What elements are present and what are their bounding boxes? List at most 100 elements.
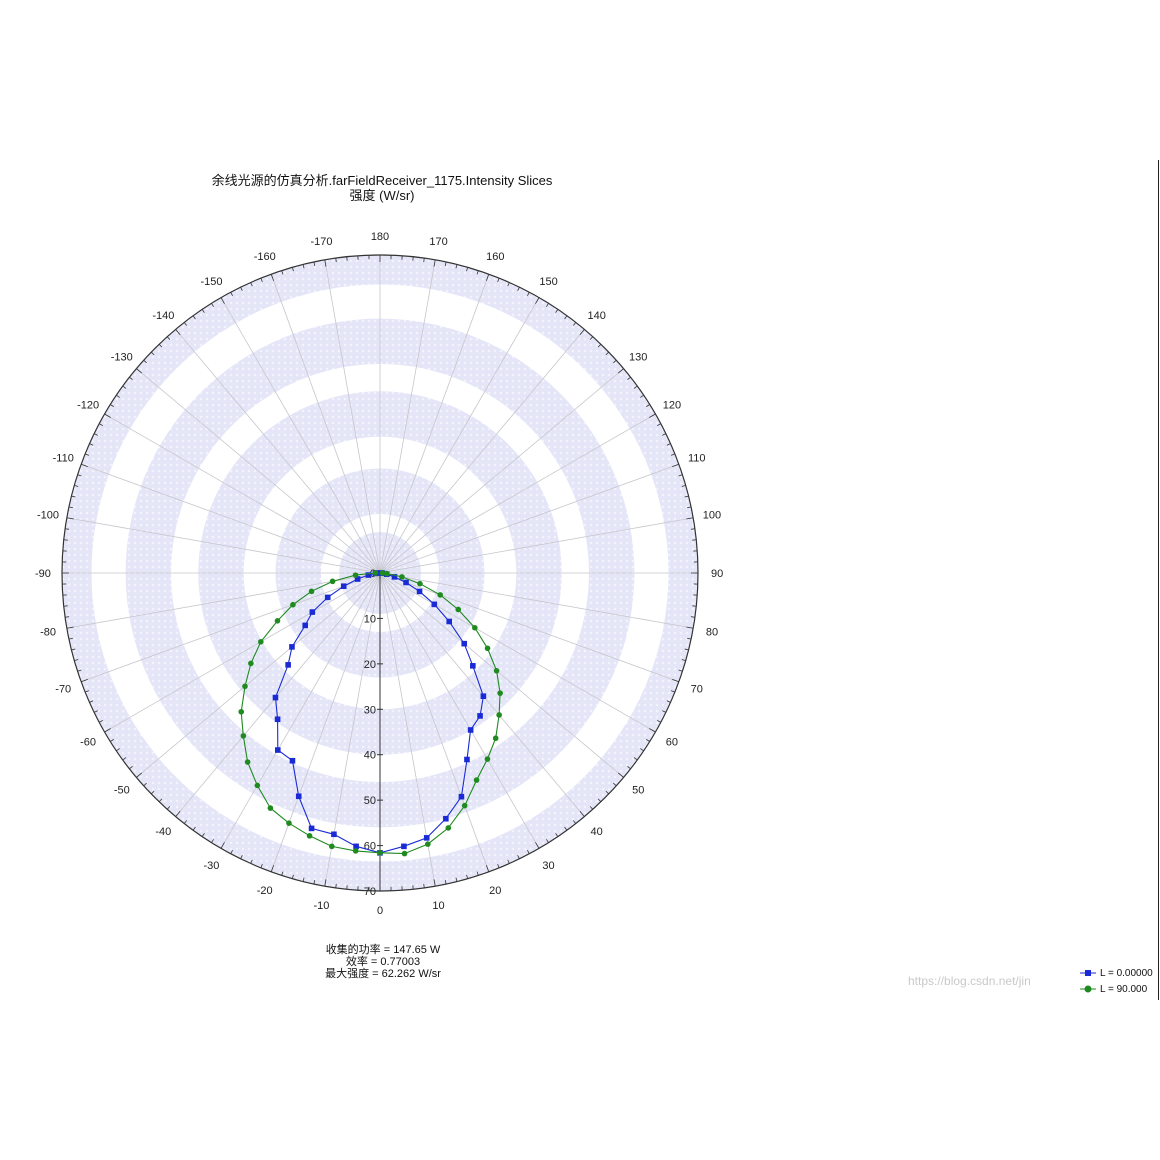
chart-subtitle: 强度 (W/sr): [349, 188, 415, 203]
angle-tick-label: 150: [539, 276, 557, 288]
rim-tick: [546, 303, 549, 307]
rim-tick: [260, 278, 263, 283]
data-point-circle: [244, 759, 251, 765]
rim-tick: [220, 842, 225, 849]
angle-tick-label: -110: [53, 453, 74, 465]
rim-tick: [77, 669, 82, 672]
stat-collected-power: 收集的功率 = 147.65 W: [325, 944, 441, 956]
data-point-square: [401, 843, 407, 850]
angle-tick-label: -100: [37, 509, 59, 521]
rim-tick: [633, 757, 638, 761]
data-point-square: [354, 576, 361, 582]
data-point-circle: [445, 825, 452, 831]
angle-gridline: [66, 517, 381, 574]
angle-gridline: [379, 463, 679, 574]
angle-gridline: [136, 368, 381, 574]
rim-tick: [690, 528, 695, 530]
rim-tick: [433, 879, 436, 887]
rim-tick: [250, 859, 253, 864]
rim-tick: [211, 303, 214, 307]
rim-tick: [662, 433, 666, 436]
rim-tick: [68, 506, 73, 509]
data-point-square: [403, 579, 409, 586]
rim-tick: [681, 659, 686, 662]
rim-tick: [485, 865, 490, 872]
data-point-circle: [492, 735, 499, 742]
rim-tick: [564, 315, 568, 320]
data-point-square: [324, 594, 331, 601]
rim-tick: [555, 309, 559, 313]
rim-tick: [466, 267, 469, 272]
data-point-circle: [461, 802, 468, 809]
rim-tick: [240, 287, 243, 291]
data-point-circle: [437, 592, 443, 598]
rim-tick: [579, 810, 585, 817]
data-point-circle: [401, 850, 408, 857]
angle-tick-label: 20: [489, 885, 501, 897]
angle-tick-label: 140: [587, 310, 605, 322]
rim-tick: [640, 394, 644, 398]
angle-tick-label: 60: [666, 737, 678, 749]
rim-tick: [150, 790, 155, 795]
rim-tick: [175, 810, 181, 817]
rim-tick: [116, 394, 120, 398]
rim-tick: [597, 798, 602, 803]
data-point-square: [416, 588, 423, 595]
data-point-square: [464, 756, 470, 763]
angle-gridline: [175, 329, 381, 574]
rim-tick: [657, 720, 661, 723]
rim-tick: [670, 690, 675, 693]
rim-tick: [192, 315, 196, 320]
data-point-square: [308, 825, 315, 832]
angle-gridline: [379, 572, 436, 887]
rim-tick: [627, 376, 631, 380]
legend-item-l0: L = 0.00000: [1080, 965, 1153, 981]
angle-gridline: [379, 572, 490, 872]
data-point-square: [391, 574, 398, 580]
rim-tick: [81, 678, 88, 683]
rim-tick: [527, 850, 530, 854]
data-point-circle: [383, 570, 390, 577]
rim-tick: [455, 264, 458, 269]
angle-tick-label: -160: [254, 251, 276, 263]
angle-tick-label: -20: [257, 885, 273, 897]
rim-tick: [81, 463, 88, 468]
rim-tick: [678, 669, 683, 672]
rim-tick: [302, 877, 305, 882]
data-point-circle: [286, 820, 292, 826]
data-point-square: [443, 815, 449, 822]
angle-tick-label: -130: [111, 351, 133, 363]
data-point-circle: [329, 843, 335, 850]
angle-tick-label: 160: [486, 251, 504, 263]
rim-tick: [517, 855, 520, 859]
rim-tick: [662, 710, 666, 713]
data-point-square: [340, 583, 347, 590]
rim-tick: [129, 766, 133, 770]
angle-gridline: [81, 572, 381, 683]
rim-tick: [640, 748, 644, 752]
rim-tick: [270, 274, 275, 281]
angle-tick-label: 170: [429, 236, 447, 248]
data-point-circle: [417, 580, 423, 587]
rim-tick: [99, 423, 103, 426]
rim-tick: [423, 258, 425, 263]
rim-tick: [617, 368, 624, 374]
data-point-square: [295, 793, 302, 800]
stat-efficiency: 效率 = 0.77003: [345, 956, 421, 968]
rim-tick: [335, 258, 337, 263]
data-point-circle: [379, 570, 386, 576]
angle-gridline: [379, 297, 540, 574]
rim-tick: [85, 453, 90, 456]
rim-tick: [68, 637, 73, 640]
data-point-square: [470, 663, 476, 669]
angle-gridline: [379, 259, 436, 574]
rim-tick: [110, 739, 114, 742]
rim-tick: [281, 871, 284, 876]
rim-tick: [613, 782, 617, 787]
angle-gridline: [379, 572, 679, 683]
rim-tick: [444, 261, 447, 266]
angle-tick-label: -30: [204, 860, 220, 872]
rim-tick: [166, 336, 171, 340]
angle-gridline: [220, 297, 381, 574]
